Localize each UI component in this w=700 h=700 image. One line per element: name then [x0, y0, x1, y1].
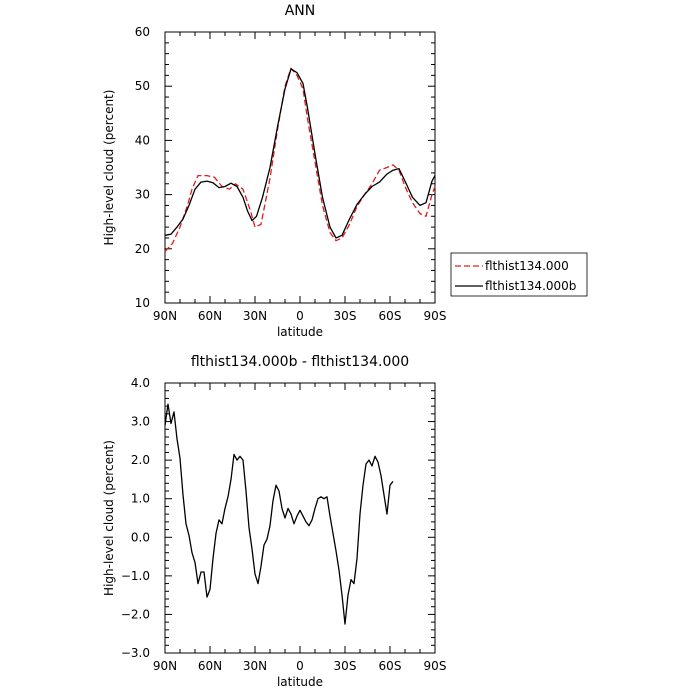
y-tick-label: 10: [135, 296, 150, 310]
plot-frame: [164, 31, 436, 304]
series-line-flthist134-000: [164, 67, 436, 252]
top-panel-ann: 90N 60N 30N 0 30S 60S 90S 10 20 30 40 50 60 ANN latitu…: [102, 3, 446, 339]
x-axis-label: latitude: [277, 325, 323, 339]
y-tick-label: 20: [135, 242, 150, 256]
plot-frame: [164, 382, 436, 654]
x-tick-label: 30N: [243, 659, 267, 673]
legend-label: flthist134.000b: [485, 279, 576, 293]
y-tick-label: −2.0: [121, 607, 150, 621]
y-tick-label: 3.0: [131, 415, 150, 429]
x-tick-label: 60S: [379, 309, 402, 323]
chart-title: flthist134.000b - flthist134.000: [191, 354, 409, 370]
x-tick-label: 60N: [198, 659, 222, 673]
legend-box: [450, 252, 588, 297]
x-tick-label: 30S: [334, 659, 357, 673]
x-tick-label: 0: [296, 659, 304, 673]
x-tick-label: 60S: [379, 659, 402, 673]
y-tick-label: −3.0: [121, 646, 150, 660]
y-tick-label: 50: [135, 79, 150, 93]
x-tick-label: 30N: [243, 309, 267, 323]
y-tick-label: 40: [135, 133, 150, 147]
series-line-difference: [164, 403, 394, 625]
chart-title: ANN: [285, 3, 316, 19]
legend-label: flthist134.000: [485, 259, 569, 273]
x-tick-label: 60N: [198, 309, 222, 323]
y-tick-label: −1.0: [121, 569, 150, 583]
y-tick-label: 2.0: [131, 453, 150, 467]
x-tick-label: 0: [296, 309, 304, 323]
bottom-panel-difference: 90N 60N 30N 0 30S 60S 90S −3.0 −2.0 −1.0 0.0 1.0 2.0…: [102, 354, 446, 689]
x-tick-label: 90N: [153, 309, 177, 323]
y-tick-label: 0.0: [131, 530, 150, 544]
y-axis-label: High-level cloud (percent): [102, 440, 116, 596]
y-axis-label: High-level cloud (percent): [102, 90, 116, 246]
legend: flthist134.000 flthist134.000b: [450, 252, 588, 297]
x-axis-label: latitude: [277, 675, 323, 689]
series-line-flthist134-000b: [164, 68, 436, 239]
x-tick-label: 90N: [153, 659, 177, 673]
y-tick-label: 4.0: [131, 376, 150, 390]
x-tick-label: 30S: [334, 309, 357, 323]
y-tick-label: 1.0: [131, 492, 150, 506]
x-tick-label: 90S: [424, 659, 447, 673]
y-tick-label: 60: [135, 25, 150, 39]
x-tick-label: 90S: [424, 309, 447, 323]
y-tick-label: 30: [135, 188, 150, 202]
